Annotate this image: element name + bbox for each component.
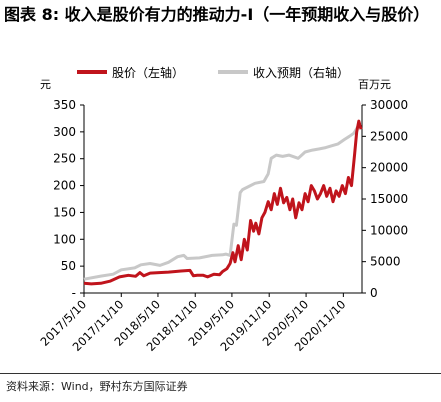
right-axis-unit: 百万元: [358, 78, 391, 91]
series-layer: [83, 119, 363, 286]
right-tick-label: 10000: [370, 223, 408, 237]
right-tick-label: 30000: [370, 98, 408, 112]
x-axis-ticks: 2017/5/102017/11/102018/5/102018/11/1020…: [38, 293, 348, 354]
right-tick-label: 20000: [370, 161, 408, 175]
footer-divider: [0, 373, 441, 374]
right-tick-label: 15000: [370, 192, 408, 206]
left-tick-label: 300: [53, 125, 76, 139]
chart-title: 图表 8: 收入是股价有力的推动力-I（一年预期收入与股价）: [4, 5, 430, 24]
left-axis-ticks: - 50 100 150 200 250 300 350: [53, 98, 84, 300]
left-tick-label: 50: [61, 259, 76, 273]
left-tick-label: 250: [53, 152, 76, 166]
right-tick-label: 25000: [370, 129, 408, 143]
legend-label-revenue-expectation: 收入预期（右轴）: [253, 65, 349, 80]
left-axis-unit: 元: [40, 78, 51, 91]
left-tick-label: 200: [53, 179, 76, 193]
series-line-stock-price: [83, 119, 363, 286]
right-tick-label: 5000: [370, 255, 401, 269]
legend-label-stock-price: 股价（左轴）: [112, 65, 184, 80]
right-axis-ticks: 0 5000 10000 15000 20000 25000 30000: [362, 98, 408, 300]
left-tick-label: -: [72, 286, 76, 300]
right-tick-label: 0: [370, 286, 378, 300]
chart-legend: 股价（左轴） 收入预期（右轴）: [77, 65, 349, 80]
series-line-revenue-expectation: [83, 122, 363, 281]
left-tick-label: 350: [53, 98, 76, 112]
source-note: 资料来源：Wind，野村东方国际证券: [6, 380, 188, 393]
left-tick-label: 100: [53, 232, 76, 246]
left-tick-label: 150: [53, 205, 76, 219]
